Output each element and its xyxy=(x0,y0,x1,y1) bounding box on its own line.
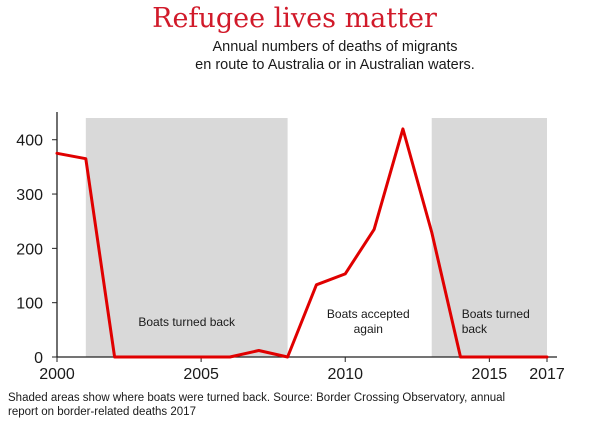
annotation-1-line-2: again xyxy=(354,322,383,336)
shaded-region-2 xyxy=(431,118,547,357)
y-tick-label-400: 400 xyxy=(16,133,43,150)
x-tick-label-2000: 2000 xyxy=(39,366,75,383)
chart-title: Refugee lives matter xyxy=(152,3,437,34)
series-line-1 xyxy=(55,127,549,359)
y-tick-label-0: 0 xyxy=(34,350,43,367)
shaded-region-label-2-line-1: Boats turned xyxy=(462,307,530,321)
shaded-region-label-1-line-1: Boats turned back xyxy=(138,315,236,329)
x-tick-label-2015: 2015 xyxy=(472,366,508,383)
source-note: Shaded areas show where boats were turne… xyxy=(8,391,583,419)
shaded-region-label-2-line-2: back xyxy=(462,322,488,336)
annotation-1-line-1: Boats accepted xyxy=(327,307,410,321)
x-tick-label-2005: 2005 xyxy=(183,366,219,383)
source-line-1: Shaded areas show where boats were turne… xyxy=(8,392,506,404)
chart-subtitle: Annual numbers of deaths of migrants en … xyxy=(120,38,550,74)
y-tick-label-200: 200 xyxy=(16,241,43,258)
x-tick-label-2017: 2017 xyxy=(529,366,565,383)
shaded-region-1 xyxy=(85,118,288,357)
subtitle-line-2: en route to Australia or in Australian w… xyxy=(195,57,475,73)
series-layer xyxy=(55,127,549,359)
subtitle-line-1: Annual numbers of deaths of migrants xyxy=(212,39,458,55)
source-line-2: report on border-related deaths 2017 xyxy=(8,406,196,418)
y-tick-label-300: 300 xyxy=(16,187,43,204)
y-tick-label-100: 100 xyxy=(16,296,43,313)
x-tick-label-2010: 2010 xyxy=(327,366,363,383)
